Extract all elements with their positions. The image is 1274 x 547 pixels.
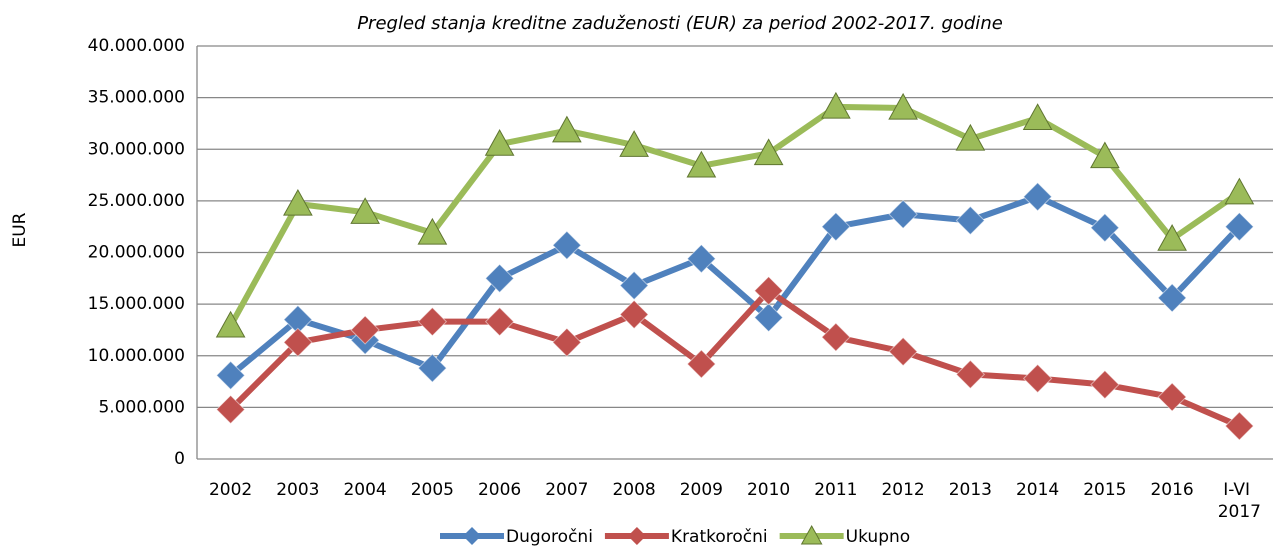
point [215, 310, 246, 338]
point [1022, 103, 1053, 130]
point [484, 129, 515, 156]
point [417, 353, 448, 383]
y-tick-label: 15.000.000 [88, 294, 185, 314]
point [484, 306, 515, 337]
chart-title: Pregled stanja kreditne zaduženosti (EUR… [357, 13, 1003, 34]
y-tick-label: 0 [174, 449, 185, 469]
point [619, 130, 649, 157]
x-tick-label: 2005 [411, 480, 454, 500]
legend-label: Ukupno [846, 527, 911, 547]
series-line [228, 287, 1241, 429]
x-tick-label: 2012 [881, 480, 924, 500]
x-tick-label: 2006 [478, 480, 521, 500]
point [1090, 213, 1120, 243]
point [1157, 224, 1187, 251]
x-tick-label: 2014 [1016, 480, 1059, 500]
point [283, 327, 313, 358]
x-tick-label: I-VI 2017 [1218, 480, 1261, 522]
point [821, 91, 851, 119]
y-tick-label: 40.000.000 [88, 36, 185, 56]
point [955, 123, 986, 151]
y-tick-label: 20.000.000 [88, 243, 185, 263]
series-line [228, 193, 1242, 378]
x-tick-label: 2009 [680, 480, 723, 500]
x-tick-label: 2015 [1083, 480, 1126, 500]
x-tick-label: 2003 [276, 480, 319, 500]
point [417, 217, 448, 245]
point [215, 360, 246, 391]
y-tick-label: 25.000.000 [88, 191, 185, 211]
point [888, 199, 918, 230]
x-tick-label: 2008 [612, 480, 655, 500]
x-tick-label: 2013 [949, 480, 992, 500]
point [753, 302, 784, 333]
point [417, 306, 448, 337]
point [888, 336, 918, 367]
y-tick-label: 35.000.000 [88, 88, 185, 108]
point [1022, 363, 1053, 394]
x-tick-label: 2016 [1150, 480, 1193, 500]
x-tick-label: 2010 [747, 480, 790, 500]
point [552, 115, 582, 143]
y-tick-label: 30.000.000 [88, 139, 185, 159]
x-tick-label: 2004 [343, 480, 386, 500]
point [1090, 369, 1120, 400]
point [821, 211, 851, 242]
point [686, 349, 717, 379]
point [888, 92, 918, 120]
point [1224, 177, 1255, 205]
point [350, 197, 380, 224]
point [1090, 141, 1120, 169]
point [619, 270, 649, 301]
point [753, 138, 784, 166]
point [686, 150, 717, 178]
point [552, 230, 582, 260]
point [821, 322, 851, 352]
point [1157, 283, 1187, 313]
point [215, 394, 246, 425]
point [283, 188, 313, 216]
point [1157, 382, 1187, 412]
point [955, 205, 986, 236]
point [1224, 411, 1255, 441]
y-tick-label: 10.000.000 [88, 346, 185, 366]
legend-marker [463, 527, 481, 545]
x-tick-label: 2011 [814, 480, 857, 500]
legend-marker [627, 527, 646, 545]
series-line [227, 103, 1242, 328]
point [753, 275, 784, 306]
point [350, 315, 380, 345]
legend-marker [800, 524, 823, 545]
y-tick-label: 5.000.000 [98, 397, 185, 417]
y-axis-label: EUR [10, 212, 30, 247]
point [1022, 182, 1053, 212]
point [1224, 211, 1255, 242]
legend-label: Dugoročni [506, 527, 593, 547]
point [552, 327, 582, 358]
point [686, 243, 717, 274]
point [619, 299, 649, 330]
x-tick-label: 2007 [545, 480, 588, 500]
point [955, 359, 986, 390]
point [484, 263, 515, 294]
legend-label: Kratkoročni [671, 527, 768, 547]
x-tick-label: 2002 [209, 480, 252, 500]
